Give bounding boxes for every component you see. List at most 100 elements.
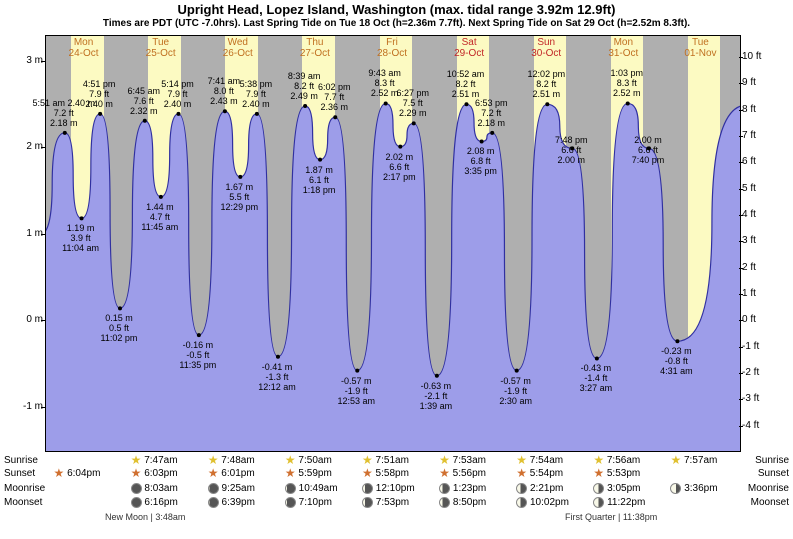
sunrise-time: ★ 7:47am — [131, 455, 201, 466]
sunset-time: ★ 6:04pm — [54, 468, 124, 479]
y-tick-right: 9 ft — [742, 77, 782, 88]
sunrise-icon: ★ — [362, 455, 373, 465]
y-tick-right: -4 ft — [742, 420, 782, 431]
y-tick-right: -2 ft — [742, 367, 782, 378]
label-moonrise-l: Moonrise — [4, 483, 45, 494]
tide-annotation: 0.15 m0.5 ft11:02 pm — [101, 313, 138, 343]
night-band — [720, 36, 740, 451]
moonrise-time: 10:49am — [285, 483, 355, 494]
moonrise-time: 8:03am — [131, 483, 201, 494]
y-tick-left: 1 m — [3, 228, 43, 239]
chart-title: Upright Head, Lopez Island, Washington (… — [0, 2, 793, 17]
label-moonset-l: Moonset — [4, 497, 42, 508]
tide-annotation: 10:52 am8.2 ft2.51 m — [447, 69, 485, 99]
sunrise-time: ★ 7:50am — [285, 455, 355, 466]
day-header: Mon31-Oct — [593, 37, 653, 59]
sunset-time: ★ 5:59pm — [285, 468, 355, 479]
moonset-time: 8:50pm — [439, 497, 509, 508]
tide-annotation: 5:14 pm7.9 ft2.40 m — [161, 79, 194, 109]
day-header: Mon24-Oct — [54, 37, 114, 59]
day-band — [688, 36, 720, 451]
sunset-time: ★ 5:54pm — [516, 468, 586, 479]
y-tick-right: 2 ft — [742, 262, 782, 273]
y-tick-right: 1 ft — [742, 288, 782, 299]
tide-annotation: 6:45 am7.6 ft2.32 m — [128, 86, 161, 116]
tide-chart: Upright Head, Lopez Island, Washington (… — [0, 0, 793, 539]
tide-annotation: 1.87 m6.1 ft1:18 pm — [303, 165, 336, 195]
tide-annotation: 7:48 pm6.6 ft2.00 m — [555, 135, 588, 165]
tide-annotation: -0.23 m-0.8 ft4:31 am — [660, 346, 693, 376]
day-header: Tue01-Nov — [670, 37, 730, 59]
sunset-icon: ★ — [54, 468, 65, 478]
day-header: Wed26-Oct — [208, 37, 268, 59]
tide-annotation: 6:02 pm7.7 ft2.36 m — [318, 82, 351, 112]
label-moonrise-r: Moonrise — [748, 483, 789, 494]
y-tick-right: 7 ft — [742, 130, 782, 141]
y-tick-left: 0 m — [3, 314, 43, 325]
night-band — [663, 36, 689, 451]
label-sunrise-r: Sunrise — [755, 455, 789, 466]
tide-annotation: 6:53 pm7.2 ft2.18 m — [475, 98, 508, 128]
moon-icon — [285, 497, 296, 508]
sunrise-time: ★ 7:48am — [208, 455, 278, 466]
tide-annotation: 1:03 pm8.3 ft2.52 m — [610, 68, 643, 98]
moon-icon — [516, 497, 527, 508]
footer-first-quarter: First Quarter | 11:38pm — [565, 512, 657, 522]
tide-annotation: -0.16 m-0.5 ft11:35 pm — [179, 340, 216, 370]
moon-icon — [516, 483, 527, 494]
tide-annotation: 8:39 am8.2 ft2.49 m — [288, 71, 321, 101]
tide-annotation: 2.02 m6.6 ft2:17 pm — [383, 152, 416, 182]
moonrise-time: 12:10pm — [362, 483, 432, 494]
day-header: Thu27-Oct — [285, 37, 345, 59]
footer-new-moon: New Moon | 3:48am — [105, 512, 185, 522]
y-tick-right: 6 ft — [742, 156, 782, 167]
moon-icon — [131, 497, 142, 508]
tide-annotation: 1.44 m4.7 ft11:45 am — [141, 202, 178, 232]
y-tick-right: 4 ft — [742, 209, 782, 220]
moonrise-time: 2:21pm — [516, 483, 586, 494]
day-header: Tue25-Oct — [131, 37, 191, 59]
moon-icon — [670, 483, 681, 494]
moonrise-time: 3:05pm — [593, 483, 663, 494]
sunset-icon: ★ — [131, 468, 142, 478]
tide-annotation: -0.43 m-1.4 ft3:27 am — [580, 363, 613, 393]
sunrise-time: ★ 7:56am — [593, 455, 663, 466]
tide-annotation: 1.67 m5.5 ft12:29 pm — [221, 182, 259, 212]
tide-annotation: 2.08 m6.8 ft3:35 pm — [464, 146, 497, 176]
label-sunset-l: Sunset — [4, 468, 35, 479]
day-header: Sun30-Oct — [516, 37, 576, 59]
sunrise-time: ★ 7:53am — [439, 455, 509, 466]
sunset-time: ★ 6:01pm — [208, 468, 278, 479]
tide-annotation: -0.63 m-2.1 ft1:39 am — [420, 381, 453, 411]
y-tick-left: 2 m — [3, 141, 43, 152]
moonset-time: 6:16pm — [131, 497, 201, 508]
sunset-icon: ★ — [439, 468, 450, 478]
moon-icon — [362, 483, 373, 494]
sunrise-time: ★ 7:54am — [516, 455, 586, 466]
chart-subtitle: Times are PDT (UTC -7.0hrs). Last Spring… — [0, 18, 793, 29]
label-sunrise-l: Sunrise — [4, 455, 38, 466]
tide-annotation: 1.19 m3.9 ft11:04 am — [62, 223, 99, 253]
tide-annotation: 6:27 pm7.5 ft2.29 m — [396, 88, 429, 118]
sunrise-icon: ★ — [670, 455, 681, 465]
moon-icon — [439, 483, 450, 494]
sunrise-icon: ★ — [593, 455, 604, 465]
sunset-time: ★ 5:53pm — [593, 468, 663, 479]
sunset-icon: ★ — [285, 468, 296, 478]
tide-annotation: 2.00 m6.6 ft7:40 pm — [632, 135, 665, 165]
moonset-time: 10:02pm — [516, 497, 586, 508]
sunrise-time: ★ 7:51am — [362, 455, 432, 466]
moonset-time: 7:10pm — [285, 497, 355, 508]
tide-annotation: -0.41 m-1.3 ft12:12 am — [258, 362, 296, 392]
sunset-icon: ★ — [516, 468, 527, 478]
moon-icon — [439, 497, 450, 508]
y-tick-right: 5 ft — [742, 183, 782, 194]
label-sunset-r: Sunset — [758, 468, 789, 479]
moon-icon — [285, 483, 296, 494]
tide-annotation: 7:41 am8.0 ft2.43 m — [208, 76, 241, 106]
moon-icon — [593, 483, 604, 494]
y-tick-left: 3 m — [3, 55, 43, 66]
moon-icon — [131, 483, 142, 494]
sunrise-icon: ★ — [208, 455, 219, 465]
label-moonset-r: Moonset — [751, 497, 789, 508]
